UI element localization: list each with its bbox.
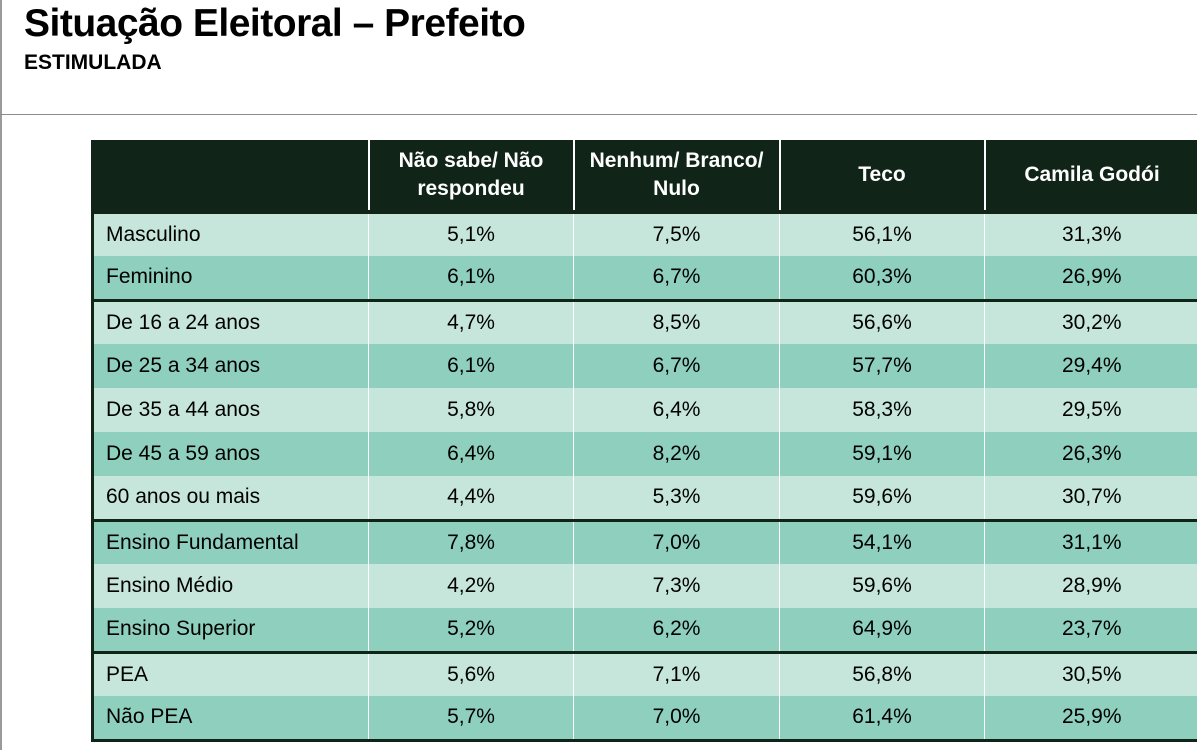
results-table: Não sabe/ Não respondeu Nenhum/ Branco/Nul… [91, 140, 1197, 742]
data-cell: 6,4% [573, 388, 780, 432]
row-label: De 25 a 34 anos [91, 344, 369, 388]
data-cell: 5,7% [368, 696, 574, 742]
data-cell: 31,3% [984, 212, 1197, 256]
column-header-blank [91, 140, 369, 212]
row-label: 60 anos ou mais [91, 476, 369, 520]
data-cell: 59,6% [779, 476, 985, 520]
table-row: 60 anos ou mais 4,4% 5,3% 59,6% 30,7% [91, 476, 1197, 520]
data-cell: 5,6% [368, 650, 574, 696]
data-cell: 4,2% [368, 564, 574, 608]
column-header-line: Camila Godói [1024, 163, 1160, 186]
table-row: De 35 a 44 anos 5,8% 6,4% 58,3% 29,5% [91, 388, 1197, 432]
data-cell: 8,5% [573, 298, 780, 344]
data-cell: 23,7% [984, 608, 1197, 652]
column-header-line: respondeu [417, 177, 525, 200]
data-cell: 54,1% [779, 518, 985, 564]
data-cell: 6,7% [573, 256, 780, 300]
data-cell: 30,2% [984, 298, 1197, 344]
column-header-line: Não sabe/ Não [398, 149, 544, 172]
data-cell: 57,7% [779, 344, 985, 388]
table-row: Ensino Médio 4,2% 7,3% 59,6% 28,9% [91, 564, 1197, 608]
table-header-row: Não sabe/ Não respondeu Nenhum/ Branco/Nul… [91, 140, 1197, 212]
table-body: Masculino 5,1% 7,5% 56,1% 31,3% Feminino 6,1% 6… [91, 212, 1197, 742]
page-subtitle: ESTIMULADA [24, 51, 162, 74]
data-cell: 6,4% [368, 432, 574, 476]
table-row: Feminino 6,1% 6,7% 60,3% 26,9% [91, 256, 1197, 300]
data-cell: 60,3% [779, 256, 985, 300]
data-cell: 5,2% [368, 608, 574, 652]
row-label: De 45 a 59 anos [91, 432, 369, 476]
data-cell: 59,6% [779, 564, 985, 608]
row-label: Ensino Médio [91, 564, 369, 608]
table-row: De 25 a 34 anos 6,1% 6,7% 57,7% 29,4% [91, 344, 1197, 388]
row-label: De 35 a 44 anos [91, 388, 369, 432]
row-label: PEA [91, 650, 369, 696]
table-row: PEA 5,6% 7,1% 56,8% 30,5% [91, 650, 1197, 696]
table-row: Ensino Superior 5,2% 6,2% 64,9% 23,7% [91, 608, 1197, 652]
column-header-line: Teco [858, 163, 906, 186]
data-cell: 7,0% [573, 518, 780, 564]
column-header: Nenhum/ Branco/Nulo [572, 140, 780, 212]
data-cell: 56,8% [779, 650, 985, 696]
data-cell: 6,7% [573, 344, 780, 388]
data-cell: 61,4% [779, 696, 985, 742]
data-cell: 30,5% [984, 650, 1197, 696]
row-label: Não PEA [91, 696, 369, 742]
column-header-line: Nenhum/ Branco/ [589, 149, 764, 172]
data-cell: 5,3% [573, 476, 780, 520]
data-cell: 56,6% [779, 298, 985, 344]
table-row: De 16 a 24 anos 4,7% 8,5% 56,6% 30,2% [91, 298, 1197, 344]
data-cell: 6,1% [368, 344, 574, 388]
data-cell: 25,9% [984, 696, 1197, 742]
data-cell: 7,8% [368, 518, 574, 564]
table-row: Ensino Fundamental 7,8% 7,0% 54,1% 31,1% [91, 518, 1197, 564]
page-title: Situação Eleitoral – Prefeito [24, 2, 526, 45]
data-cell: 8,2% [573, 432, 780, 476]
data-cell: 4,4% [368, 476, 574, 520]
column-header-line: Nulo [653, 177, 700, 200]
data-cell: 28,9% [984, 564, 1197, 608]
data-cell: 5,1% [368, 212, 574, 256]
data-cell: 30,7% [984, 476, 1197, 520]
data-cell: 56,1% [779, 212, 985, 256]
column-header: Teco [778, 140, 985, 212]
data-cell: 64,9% [779, 608, 985, 652]
data-cell: 58,3% [779, 388, 985, 432]
data-cell: 31,1% [984, 518, 1197, 564]
data-cell: 7,0% [573, 696, 780, 742]
row-label: De 16 a 24 anos [91, 298, 369, 344]
table-row: Não PEA 5,7% 7,0% 61,4% 25,9% [91, 696, 1197, 742]
data-cell: 4,7% [368, 298, 574, 344]
data-cell: 26,3% [984, 432, 1197, 476]
data-cell: 7,5% [573, 212, 780, 256]
data-cell: 59,1% [779, 432, 985, 476]
row-label: Ensino Fundamental [91, 518, 369, 564]
table-row: De 45 a 59 anos 6,4% 8,2% 59,1% 26,3% [91, 432, 1197, 476]
data-cell: 6,1% [368, 256, 574, 300]
column-header: Não sabe/ Não respondeu [367, 140, 574, 212]
row-label: Ensino Superior [91, 608, 369, 652]
data-cell: 29,5% [984, 388, 1197, 432]
column-header: Camila Godói [983, 140, 1197, 212]
data-cell: 29,4% [984, 344, 1197, 388]
table-row: Masculino 5,1% 7,5% 56,1% 31,3% [91, 212, 1197, 256]
row-label: Feminino [91, 256, 369, 300]
data-cell: 7,3% [573, 564, 780, 608]
row-label: Masculino [91, 212, 369, 256]
data-cell: 6,2% [573, 608, 780, 652]
header-divider [0, 114, 1197, 115]
data-cell: 26,9% [984, 256, 1197, 300]
data-cell: 7,1% [573, 650, 780, 696]
data-cell: 5,8% [368, 388, 574, 432]
page-frame-line [0, 0, 2, 750]
